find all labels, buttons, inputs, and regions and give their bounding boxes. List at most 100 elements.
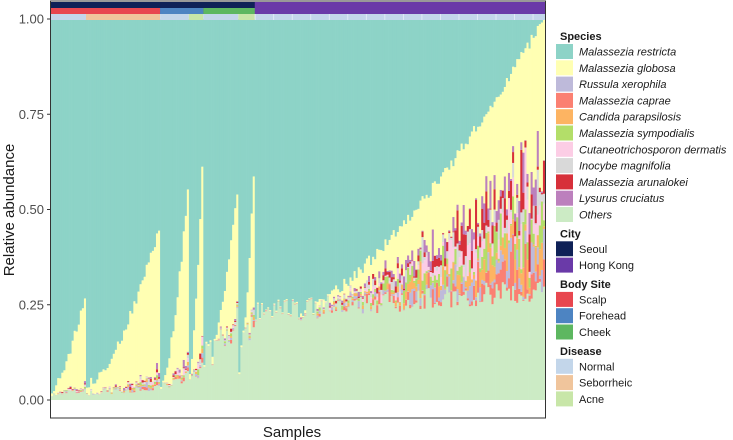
bar-segment <box>88 19 91 388</box>
legend-swatch <box>556 109 573 125</box>
bar-segment <box>370 297 373 303</box>
bar-segment <box>440 260 443 266</box>
bar-segment <box>507 190 511 199</box>
bar-segment <box>528 48 531 214</box>
bar-segment <box>151 250 155 382</box>
bar-segment <box>184 368 188 370</box>
bar-segment <box>100 393 103 400</box>
bar-segment <box>102 369 105 388</box>
bar-segment <box>209 340 212 343</box>
bar-segment <box>534 19 538 37</box>
bar-segment <box>452 232 455 248</box>
bar-segment <box>407 299 410 400</box>
bar-segment <box>386 272 389 275</box>
bar-segment <box>347 297 350 300</box>
bar-segment <box>195 371 198 372</box>
bar-segment <box>166 382 169 384</box>
bar-segment <box>145 378 149 380</box>
bar-segment <box>440 254 443 261</box>
bar-segment <box>388 270 391 272</box>
bar-segment <box>462 267 466 277</box>
bar-segment <box>332 289 336 297</box>
bar-segment <box>390 292 394 295</box>
bar-segment <box>448 231 451 234</box>
bar-segment <box>127 384 130 387</box>
bar-segment <box>421 290 424 294</box>
bar-segment <box>497 239 501 259</box>
bar-segment <box>520 269 523 274</box>
bar-segment <box>538 205 542 226</box>
bar-segment <box>345 305 348 308</box>
bar-segment <box>503 198 507 228</box>
bar-segment <box>427 19 431 198</box>
bar-segment <box>421 280 424 291</box>
bar-segment <box>108 363 112 387</box>
bar-segment <box>538 19 542 25</box>
bar-segment <box>61 394 64 400</box>
bar-segment <box>468 243 472 260</box>
bar-segment <box>501 212 505 238</box>
bar-segment <box>402 309 406 311</box>
bar-segment <box>335 19 338 286</box>
bar-segment <box>460 265 464 282</box>
bar-segment <box>153 378 157 380</box>
bar-segment <box>147 390 151 400</box>
bar-segment <box>131 387 134 390</box>
bar-segment <box>65 392 68 394</box>
bar-segment <box>365 293 369 304</box>
bar-segment <box>168 387 171 400</box>
bar-segment <box>347 285 350 296</box>
bar-segment <box>300 320 303 400</box>
bar-segment <box>345 299 348 302</box>
bar-segment <box>178 369 182 373</box>
bar-segment <box>481 301 484 400</box>
bar-segment <box>384 290 387 293</box>
bar-segment <box>446 242 449 252</box>
bar-segment <box>186 358 190 362</box>
bar-segment <box>419 249 422 251</box>
bar-segment <box>400 294 404 400</box>
bar-segment <box>499 213 503 246</box>
bar-segment <box>423 19 426 199</box>
bar-segment <box>341 310 344 312</box>
bar-segment <box>400 226 404 265</box>
bar-segment <box>201 19 204 167</box>
bar-segment <box>390 295 394 400</box>
bar-segment <box>448 276 451 293</box>
bar-segment <box>376 287 379 294</box>
bar-segment <box>332 298 336 301</box>
bar-segment <box>131 313 134 384</box>
bar-segment <box>526 186 529 200</box>
bar-segment <box>485 176 488 192</box>
bar-segment <box>155 362 159 370</box>
bar-segment <box>57 392 60 393</box>
bar-segment <box>147 386 151 388</box>
bar-segment <box>382 290 385 295</box>
bar-segment <box>310 19 313 298</box>
bar-segment <box>279 308 282 400</box>
bar-segment <box>81 391 85 400</box>
bar-segment <box>166 367 169 383</box>
bar-segment <box>392 303 396 400</box>
bar-segment <box>386 276 389 284</box>
bar-segment <box>499 94 503 190</box>
bar-segment <box>386 19 389 246</box>
bar-segment <box>359 288 363 290</box>
bar-segment <box>104 19 107 371</box>
bar-segment <box>139 389 142 391</box>
bar-segment <box>380 19 383 251</box>
bar-segment <box>83 381 87 384</box>
bar-segment <box>425 245 429 253</box>
bar-segment <box>409 308 412 400</box>
bar-segment <box>197 264 200 362</box>
bar-segment <box>435 183 439 256</box>
bar-segment <box>477 126 480 223</box>
bar-segment <box>394 307 398 309</box>
bar-segment <box>532 187 536 206</box>
bar-segment <box>526 289 529 294</box>
bar-segment <box>372 299 375 306</box>
legend-label: Lysurus cruciatus <box>579 193 665 205</box>
bar-segment <box>88 387 91 396</box>
bar-segment <box>415 291 418 301</box>
bar-segment <box>123 330 126 388</box>
